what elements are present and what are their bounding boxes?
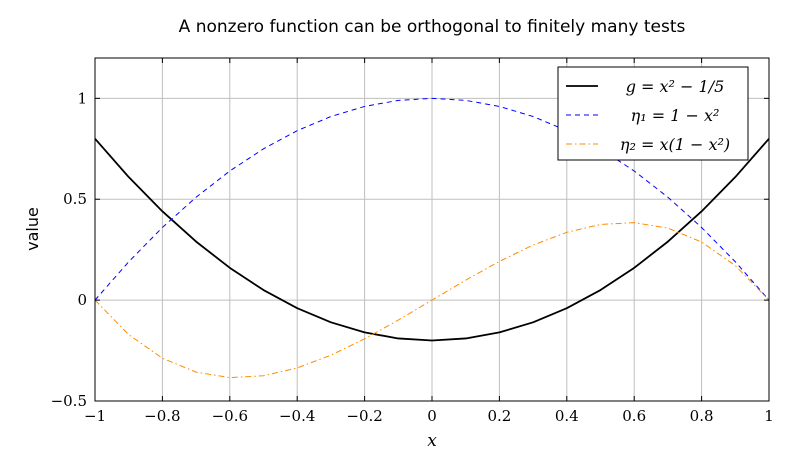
legend-entry: η₁ = 1 − x²	[631, 106, 720, 125]
series-line-3	[94, 222, 770, 379]
x-tick-label: 1	[764, 407, 774, 425]
legend-entry: η₂ = x(1 − x²)	[620, 135, 730, 154]
axis-ticks: −1 −0.8 −0.6 −0.4 −0.2 0 0.2 0.4 0.6 0.8 1 −0.5 0 0.5…	[51, 58, 774, 425]
x-tick-label: 0.2	[487, 407, 511, 425]
y-tick-label: −0.5	[51, 392, 87, 410]
y-tick-label: 0	[77, 291, 87, 309]
legend: g = x² − 1/5 η₁ = 1 − x² η₂ = x(1 − x²)	[557, 66, 749, 161]
x-tick-label: 0.4	[555, 407, 579, 425]
x-tick-label: 0	[427, 407, 437, 425]
chart-title: A nonzero function can be orthogonal to …	[179, 17, 686, 37]
y-axis-label: value	[23, 207, 42, 251]
x-tick-label: 0.6	[622, 407, 646, 425]
x-axis-label: x	[427, 431, 437, 451]
y-tick-label: 1	[77, 89, 87, 107]
x-tick-label: −1	[84, 407, 106, 425]
series-line-2	[94, 97, 770, 301]
series-lines	[94, 97, 770, 379]
x-tick-label: −0.2	[346, 407, 382, 425]
series-line-1	[94, 138, 770, 342]
x-tick-label: 0.8	[690, 407, 714, 425]
x-tick-label: −0.8	[144, 407, 180, 425]
x-tick-label: −0.6	[212, 407, 248, 425]
y-tick-label: 0.5	[63, 190, 87, 208]
legend-entry: g = x² − 1/5	[626, 77, 725, 96]
x-tick-label: −0.4	[279, 407, 315, 425]
